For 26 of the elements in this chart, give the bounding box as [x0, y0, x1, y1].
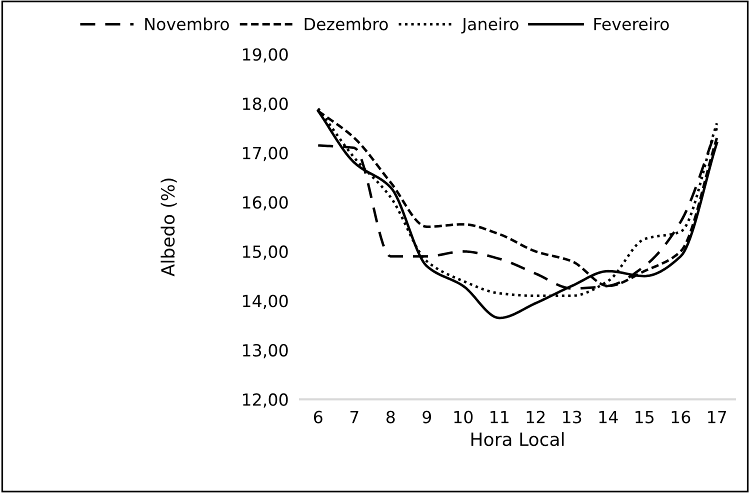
y-tick-label: 14,00: [243, 294, 288, 309]
y-tick-label: 17,00: [243, 146, 288, 162]
y-axis-title: Albedo (%): [160, 178, 177, 276]
y-tick-label: 19,00: [243, 48, 288, 62]
x-tick-label: 17: [708, 410, 726, 424]
y-tick-label: 16,00: [243, 196, 288, 210]
x-tick-label: 10: [454, 410, 473, 424]
x-axis-title: Hora Local: [471, 432, 564, 446]
x-tick-label: 14: [599, 410, 618, 424]
x-tick-label: 6: [314, 410, 322, 424]
x-tick-label: 12: [526, 410, 545, 424]
y-tick-label: 12,00: [243, 393, 288, 408]
x-tick-label: 7: [350, 410, 358, 424]
y-tick-label: 13,00: [243, 344, 288, 358]
legend-label: Janeiro: [461, 17, 518, 34]
x-tick-label: 11: [490, 410, 508, 424]
legend-label: Fevereiro: [594, 17, 669, 30]
y-tick-label: 15,00: [243, 245, 288, 260]
y-tick-label: 18,00: [243, 97, 288, 112]
x-tick-label: 16: [672, 410, 690, 424]
x-tick-label: 15: [636, 410, 654, 424]
x-tick-label: 8: [386, 410, 395, 424]
legend-label: Novembro: [145, 17, 229, 30]
x-tick-label: 13: [563, 410, 582, 424]
legend-label: Dezembro: [304, 17, 388, 30]
x-tick-label: 9: [422, 410, 432, 424]
